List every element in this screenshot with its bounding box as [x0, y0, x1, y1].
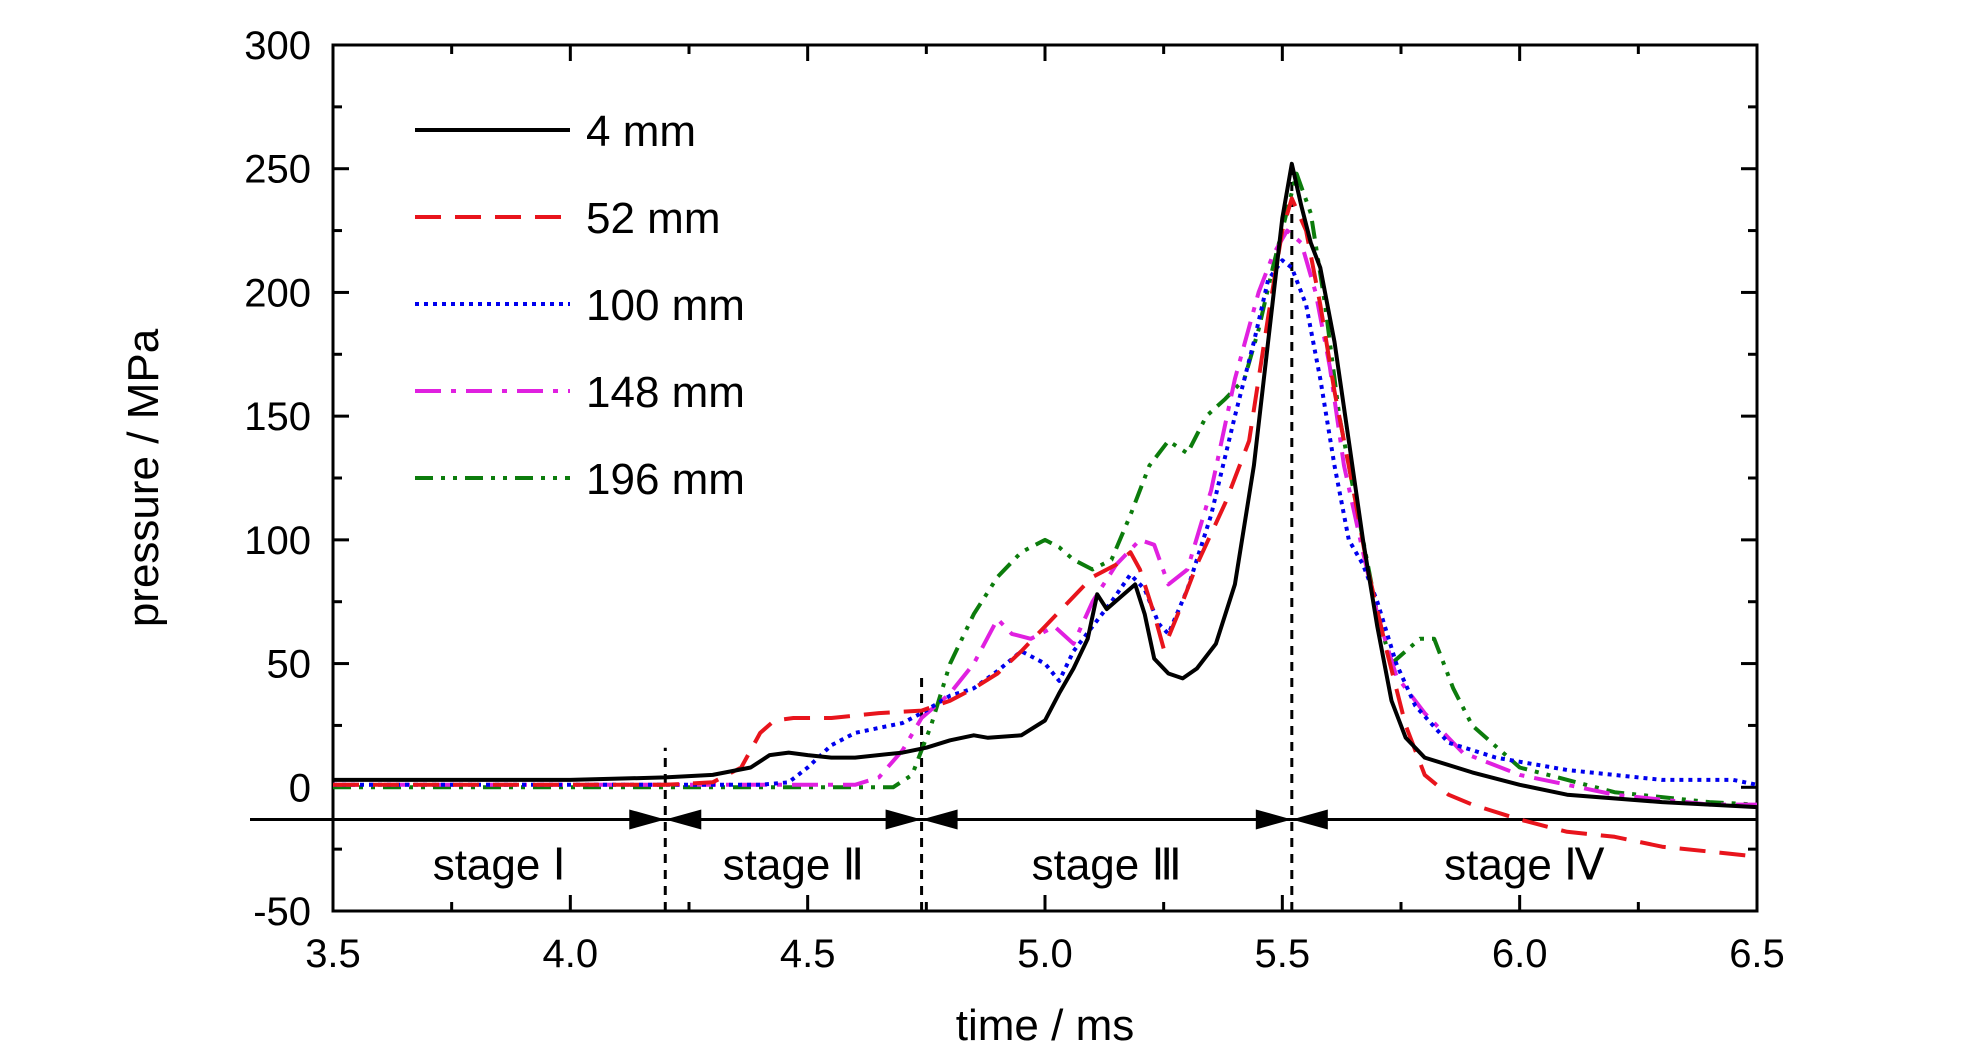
series-line-100-mm [333, 258, 1758, 787]
legend-label: 4 mm [586, 107, 696, 156]
axis-ticks: 3.5 4.0 4.5 5.0 5.5 6.0 6.5 -50 0 50 100 150 200 250 3… [244, 24, 1785, 976]
x-axis-title: time / ms [956, 1001, 1134, 1050]
series-line-52-mm [333, 196, 1758, 859]
stage-arrow-right [921, 809, 958, 830]
y-tick-label: 50 [267, 643, 312, 687]
legend-label: 100 mm [586, 281, 745, 330]
x-tick-label: 5.5 [1255, 932, 1311, 976]
series-line-4-mm [333, 161, 1758, 810]
legend-label: 196 mm [586, 455, 745, 504]
y-tick-label: -50 [253, 890, 311, 934]
x-tick-label: 6.0 [1492, 932, 1548, 976]
stage-arrow-right [665, 809, 702, 830]
y-tick-label: 100 [244, 519, 311, 563]
series-layer [333, 161, 1758, 859]
series-line-148-mm [333, 228, 1757, 807]
stage-arrow-right [1291, 809, 1328, 830]
series-line-196-mm [333, 171, 1758, 807]
x-tick-label: 6.5 [1729, 932, 1785, 976]
x-tick-label: 5.0 [1017, 932, 1073, 976]
stage-arrow-left [885, 809, 922, 830]
x-tick-label: 4.0 [543, 932, 599, 976]
x-tick-label: 4.5 [780, 932, 836, 976]
legend-label: 52 mm [586, 194, 720, 243]
stage-label: stage Ⅰ [433, 840, 566, 889]
y-tick-label: 150 [244, 395, 311, 439]
y-axis-title: pressure / MPa [119, 328, 168, 627]
legend: 4 mm 52 mm 100 mm 148 mm 196 mm [415, 107, 745, 504]
legend-label: 148 mm [586, 368, 745, 417]
stage-labels: stage Ⅰ stage Ⅱ stage Ⅲ stage Ⅳ [433, 840, 1605, 889]
stage-label: stage Ⅲ [1032, 840, 1182, 889]
stage-arrow-left [629, 809, 666, 830]
stage-label: stage Ⅳ [1444, 840, 1605, 889]
x-tick-label: 3.5 [305, 932, 361, 976]
y-tick-label: 300 [244, 24, 311, 68]
y-tick-label: 0 [289, 766, 311, 810]
stage-arrow-left [1255, 809, 1292, 830]
stage-label: stage Ⅱ [723, 840, 865, 889]
y-tick-label: 250 [244, 148, 311, 192]
stage-boundaries [250, 163, 1757, 911]
y-tick-label: 200 [244, 271, 311, 315]
